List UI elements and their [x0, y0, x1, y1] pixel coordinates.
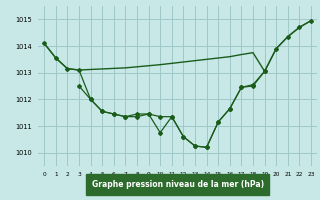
X-axis label: Graphe pression niveau de la mer (hPa): Graphe pression niveau de la mer (hPa)	[92, 180, 264, 189]
